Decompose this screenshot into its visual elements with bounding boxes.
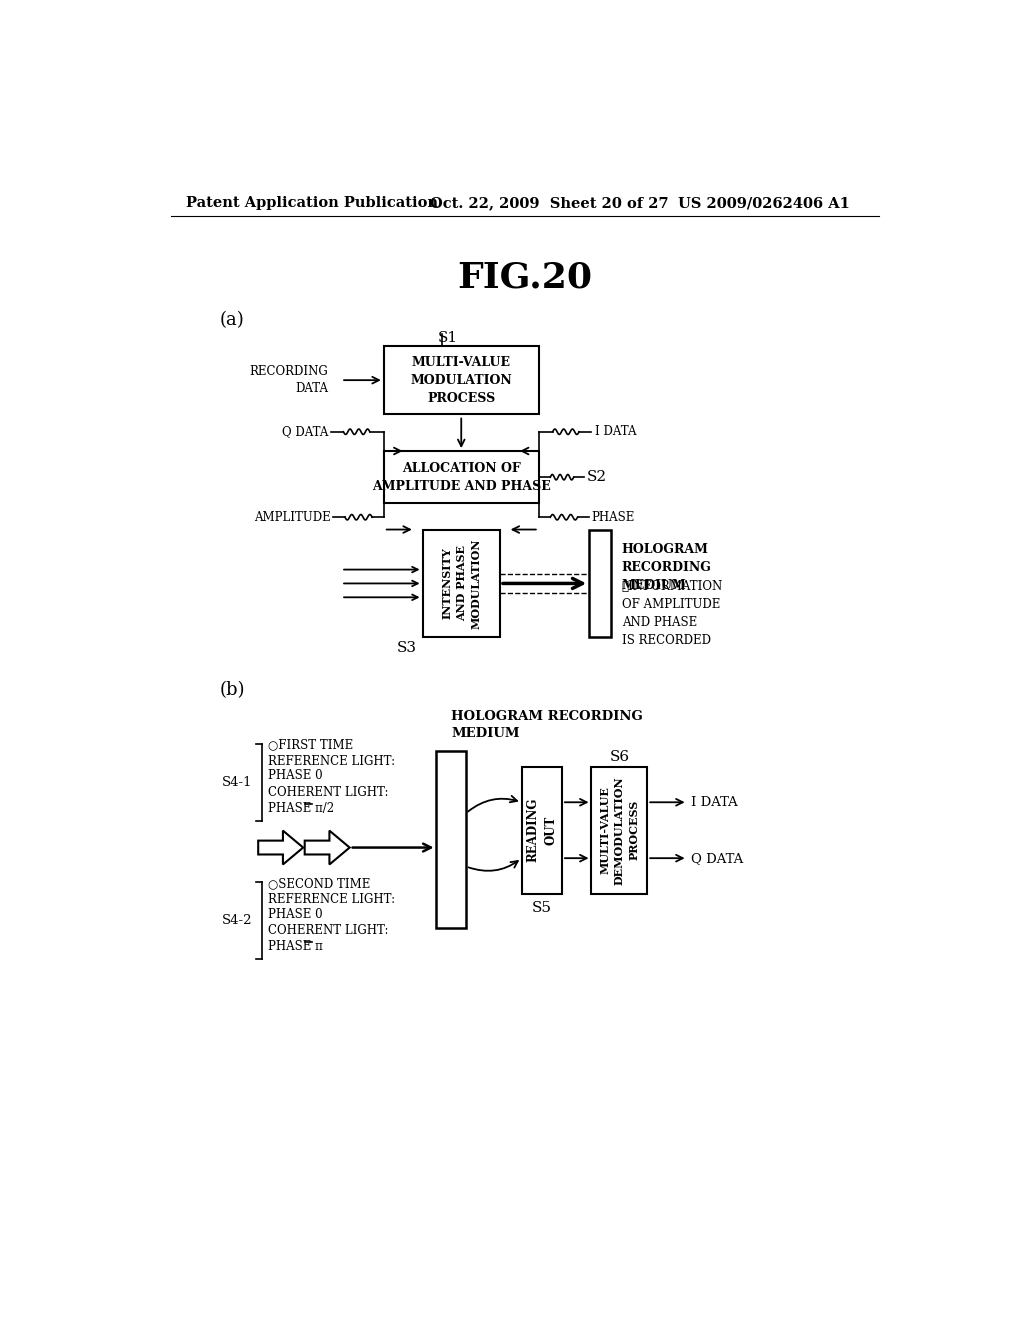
- Text: PHASE 0: PHASE 0: [267, 770, 323, 783]
- Text: PHASE π/2: PHASE π/2: [267, 801, 334, 814]
- FancyBboxPatch shape: [384, 346, 539, 414]
- Polygon shape: [305, 830, 349, 865]
- FancyBboxPatch shape: [436, 751, 466, 928]
- Text: ※INFORMATION
OF AMPLITUDE
AND PHASE
IS RECORDED: ※INFORMATION OF AMPLITUDE AND PHASE IS R…: [622, 579, 723, 647]
- Text: REFERENCE LIGHT:: REFERENCE LIGHT:: [267, 894, 394, 907]
- Text: S4-2: S4-2: [221, 915, 252, 927]
- Text: (b): (b): [219, 681, 245, 698]
- Text: MULTI-VALUE
DEMODULATION
PROCESS: MULTI-VALUE DEMODULATION PROCESS: [599, 776, 639, 884]
- Text: PHASE: PHASE: [592, 511, 635, 524]
- Text: RECORDING
DATA: RECORDING DATA: [249, 366, 328, 395]
- Text: HOLOGRAM
RECORDING
MEDIUM: HOLOGRAM RECORDING MEDIUM: [622, 544, 712, 593]
- Text: MULTI-VALUE
MODULATION
PROCESS: MULTI-VALUE MODULATION PROCESS: [411, 355, 512, 405]
- Text: HOLOGRAM RECORDING
MEDIUM: HOLOGRAM RECORDING MEDIUM: [452, 710, 643, 739]
- Text: Q DATA: Q DATA: [690, 851, 742, 865]
- Text: AMPLITUDE: AMPLITUDE: [254, 511, 331, 524]
- FancyBboxPatch shape: [589, 529, 611, 638]
- Text: READING
OUT: READING OUT: [526, 799, 557, 862]
- Text: S6: S6: [609, 751, 630, 764]
- Text: S2: S2: [587, 470, 607, 484]
- Text: S1: S1: [438, 331, 458, 345]
- Text: I DATA: I DATA: [595, 425, 636, 438]
- FancyBboxPatch shape: [384, 451, 539, 503]
- FancyBboxPatch shape: [592, 767, 647, 894]
- Text: I DATA: I DATA: [690, 796, 737, 809]
- FancyBboxPatch shape: [521, 767, 562, 894]
- Text: Q DATA: Q DATA: [282, 425, 328, 438]
- FancyBboxPatch shape: [423, 529, 500, 638]
- Text: ALLOCATION OF
AMPLITUDE AND PHASE: ALLOCATION OF AMPLITUDE AND PHASE: [372, 462, 551, 492]
- Text: COHERENT LIGHT:: COHERENT LIGHT:: [267, 785, 388, 799]
- Text: Oct. 22, 2009  Sheet 20 of 27: Oct. 22, 2009 Sheet 20 of 27: [430, 197, 669, 210]
- Text: US 2009/0262406 A1: US 2009/0262406 A1: [678, 197, 850, 210]
- Text: (a): (a): [219, 312, 244, 329]
- Text: Patent Application Publication: Patent Application Publication: [186, 197, 438, 210]
- Text: ○FIRST TIME: ○FIRST TIME: [267, 739, 352, 751]
- Text: PHASE π: PHASE π: [267, 940, 323, 953]
- Text: S5: S5: [531, 900, 552, 915]
- Text: REFERENCE LIGHT:: REFERENCE LIGHT:: [267, 755, 394, 768]
- Text: ○SECOND TIME: ○SECOND TIME: [267, 878, 370, 890]
- Text: S3: S3: [396, 642, 417, 655]
- Text: PHASE 0: PHASE 0: [267, 908, 323, 921]
- Text: COHERENT LIGHT:: COHERENT LIGHT:: [267, 924, 388, 937]
- Text: S4-1: S4-1: [221, 776, 252, 788]
- Text: INTENSITY
AND PHASE
MODULATION: INTENSITY AND PHASE MODULATION: [441, 539, 481, 628]
- Polygon shape: [258, 830, 303, 865]
- Text: FIG.20: FIG.20: [458, 261, 592, 294]
